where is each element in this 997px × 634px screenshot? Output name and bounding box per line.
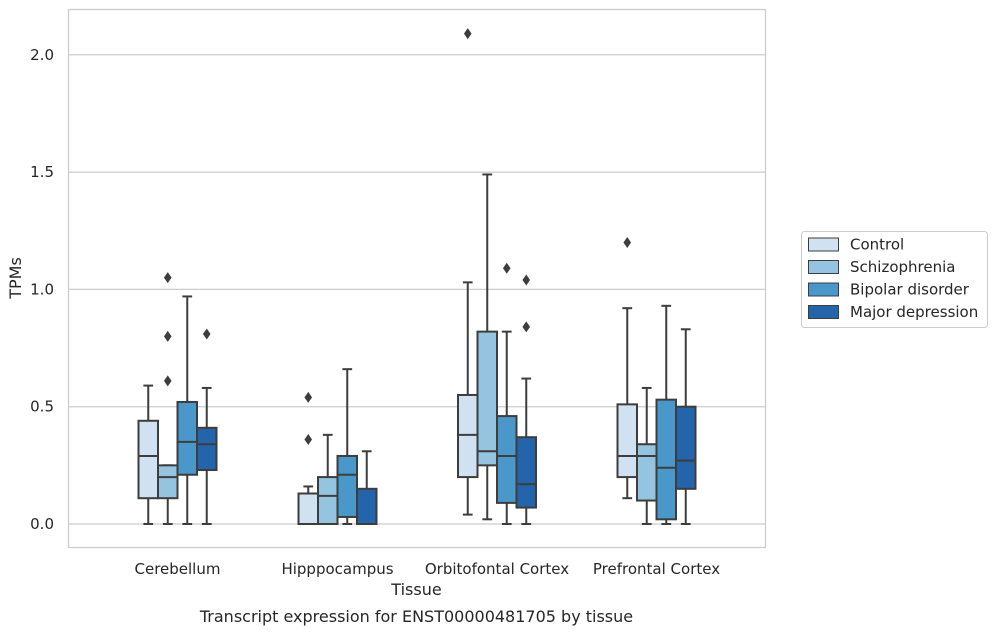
box-bipolar-disorder xyxy=(655,304,677,525)
outlier-point xyxy=(304,391,313,403)
legend-label: Bipolar disorder xyxy=(850,281,970,299)
x-tick-labels: Cerebellum Hipppocampus Orbitofontal Corte… xyxy=(135,560,721,578)
x-tick-label: Hipppocampus xyxy=(281,560,393,578)
outlier-point xyxy=(304,434,313,446)
outlier-point xyxy=(522,274,531,286)
box-layer xyxy=(137,28,697,526)
box-major-depression xyxy=(196,328,218,525)
iqr-box xyxy=(297,492,319,526)
y-tick-label: 0.0 xyxy=(30,515,54,533)
outlier-point xyxy=(163,375,172,387)
iqr-box xyxy=(356,487,378,525)
legend-swatch xyxy=(808,282,839,297)
outlier-point xyxy=(522,321,531,333)
legend-frame xyxy=(801,231,988,328)
legend-swatch xyxy=(808,305,839,319)
iqr-box xyxy=(196,426,218,472)
legend-swatch xyxy=(808,237,839,252)
box-control xyxy=(457,28,479,516)
legend-items: Control Schizophrenia Bipolar disorder Majo… xyxy=(808,236,978,321)
box-schizophrenia xyxy=(476,173,498,521)
iqr-box xyxy=(157,464,179,500)
box-control xyxy=(137,384,159,525)
iqr-box xyxy=(457,393,479,479)
outlier-point xyxy=(163,330,172,342)
iqr-box xyxy=(176,401,198,476)
box-major-depression xyxy=(675,328,697,525)
box-major-depression xyxy=(356,450,378,525)
box-bipolar-disorder xyxy=(336,368,358,525)
legend: Control Schizophrenia Bipolar disorder Majo… xyxy=(801,231,988,328)
legend-swatch xyxy=(808,260,839,274)
iqr-box xyxy=(655,398,677,521)
chart-caption: Transcript expression for ENST0000048170… xyxy=(199,607,633,626)
iqr-box xyxy=(636,443,658,502)
legend-label: Major depression xyxy=(850,303,978,321)
box-schizophrenia xyxy=(157,272,179,525)
x-axis-label: Tissue xyxy=(390,580,441,599)
iqr-box xyxy=(137,419,159,500)
box-control xyxy=(297,391,319,526)
x-tick-label: Prefrontal Cortex xyxy=(593,560,720,578)
iqr-box xyxy=(336,454,358,518)
y-tick-label: 1.5 xyxy=(30,163,54,181)
outlier-point xyxy=(202,328,211,340)
iqr-box xyxy=(496,415,518,504)
y-axis-label: TPMs xyxy=(6,257,25,300)
plot-frame xyxy=(67,8,767,549)
outlier-point xyxy=(623,236,632,248)
outlier-point xyxy=(163,272,172,284)
iqr-box xyxy=(317,476,339,525)
outlier-point xyxy=(502,262,511,274)
box-major-depression xyxy=(515,274,537,525)
box-bipolar-disorder xyxy=(496,262,518,525)
box-bipolar-disorder xyxy=(176,295,198,525)
x-tick-label: Cerebellum xyxy=(135,560,221,578)
legend-label: Control xyxy=(850,236,904,254)
iqr-box xyxy=(616,403,638,479)
y-tick-label: 0.5 xyxy=(30,398,54,416)
iqr-box xyxy=(675,405,697,490)
iqr-box xyxy=(476,330,498,467)
y-tick-labels: 0.0 0.5 1.0 1.5 2.0 xyxy=(30,46,54,533)
box-schizophrenia xyxy=(317,433,339,525)
y-tick-label: 1.0 xyxy=(30,280,54,298)
iqr-box xyxy=(515,436,537,509)
box-control xyxy=(616,236,638,500)
box-schizophrenia xyxy=(636,386,658,525)
y-tick-label: 2.0 xyxy=(30,46,54,64)
legend-label: Schizophrenia xyxy=(850,258,955,276)
outlier-point xyxy=(463,28,472,40)
x-tick-label: Orbitofontal Cortex xyxy=(425,560,569,578)
